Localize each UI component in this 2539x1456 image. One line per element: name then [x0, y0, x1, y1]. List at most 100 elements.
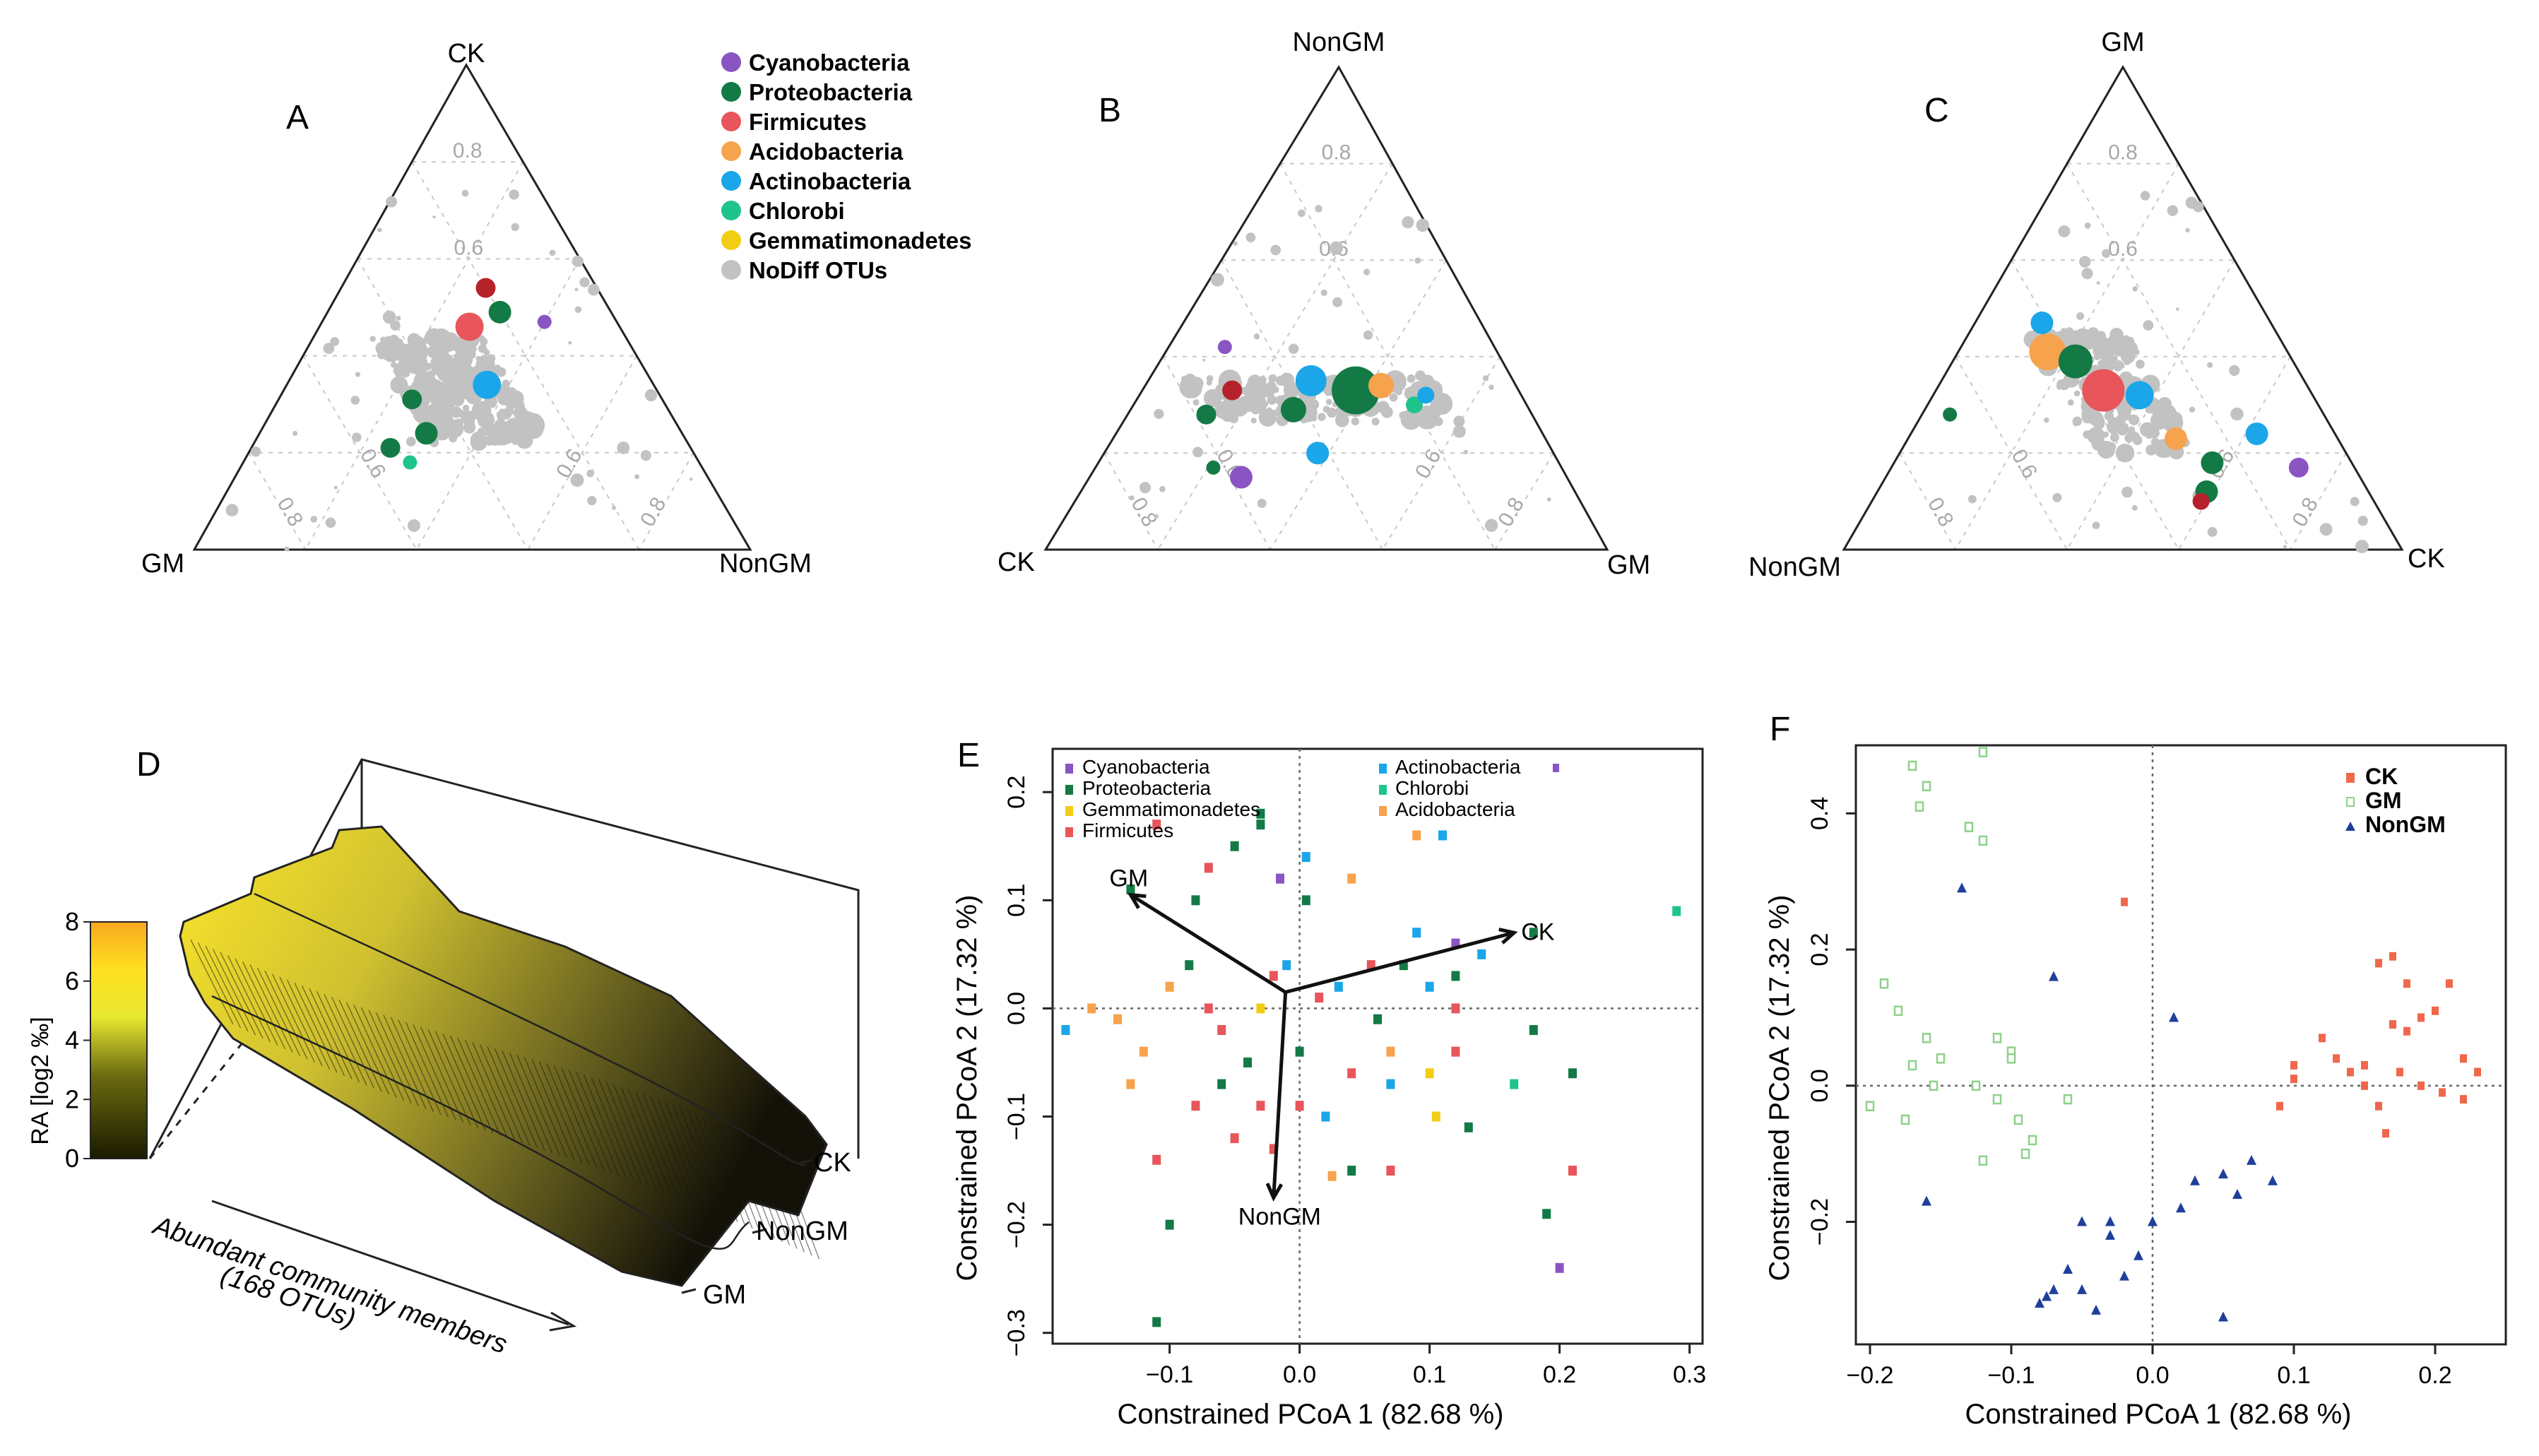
nodiff-point [617, 441, 630, 454]
legend-swatch [1065, 785, 1073, 795]
mesh-line [716, 1121, 761, 1232]
nodiff-point [588, 283, 600, 296]
gridline [527, 355, 638, 550]
gridline [2066, 259, 2235, 550]
otu-marker-proteobacteria [1373, 1014, 1382, 1024]
nodiff-point [432, 215, 436, 219]
legend-swatch [1379, 764, 1387, 774]
otu-point-proteobacteria [1196, 404, 1217, 425]
otu-marker-proteobacteria [1301, 895, 1310, 906]
colorbar-ticks: 0 2 4 6 8 [65, 907, 90, 1173]
nodiff-point [470, 345, 478, 353]
x-axis-arrow [211, 1200, 569, 1326]
otu-point-actinobacteria [1295, 365, 1327, 396]
otu-point-proteobacteria [415, 422, 438, 445]
nodiff-point [310, 516, 318, 523]
panel-c: C 0.80.60.80.80.60.6 GM NonGM CK [1748, 28, 2445, 582]
panel-letter: B [1099, 92, 1121, 129]
nodiff-point [1206, 379, 1212, 386]
nodiff-point [406, 437, 416, 446]
nodiff-point [1298, 209, 1306, 218]
gridline [1899, 452, 1956, 550]
mesh-line [212, 949, 256, 1036]
otu-marker-firmicutes [1295, 1101, 1304, 1111]
otu-point-acidobacteria [2165, 427, 2188, 450]
nodiff-point [2058, 225, 2071, 237]
sample-marker-gm [1907, 760, 1917, 771]
sample-marker-gm [1992, 1033, 2002, 1043]
nodiff-point [2109, 432, 2119, 442]
sample-marker-ck [2396, 1067, 2403, 1077]
mesh-line [256, 967, 301, 1056]
nodiff-point [489, 401, 497, 408]
otu-point-actinobacteria [1417, 386, 1435, 404]
otu-marker-firmicutes [1152, 1154, 1161, 1165]
otu-marker-firmicutes [1204, 863, 1213, 873]
nodiff-point [2357, 515, 2368, 526]
otu-marker-acidobacteria [1126, 1079, 1135, 1089]
legend-swatch [721, 52, 741, 72]
ternary-tick-label: 0.8 [636, 493, 670, 531]
otu-marker-proteobacteria [1568, 1068, 1577, 1079]
otu-point-proteobacteria [1206, 460, 1221, 475]
mesh-line [235, 958, 278, 1046]
otu-marker-proteobacteria [1126, 884, 1135, 895]
mesh-line [472, 1042, 516, 1141]
legend-label: Actinobacteria [1395, 756, 1521, 778]
nodiff-point [2189, 406, 2196, 413]
nodiff-point [1430, 392, 1453, 415]
x-tick-label: 0.2 [2418, 1362, 2451, 1389]
legend-swatch [721, 141, 741, 161]
nodiff-point [611, 505, 616, 510]
gridline [638, 452, 694, 550]
otu-marker-gemmatimonadetes [1431, 1111, 1440, 1122]
sample-marker-ck [2319, 1034, 2326, 1043]
nodiff-point [1318, 413, 1326, 421]
mesh-line [531, 1059, 575, 1161]
sample-marker-nongm [2042, 1291, 2052, 1301]
otu-marker-acidobacteria [1347, 873, 1356, 884]
mesh-line [680, 1107, 723, 1217]
ternary-tick-label: 0.8 [1322, 141, 1351, 165]
nodiff-point [1192, 398, 1200, 406]
nodiff-point [2129, 414, 2140, 426]
otu-point-proteobacteria [488, 300, 511, 324]
nodiff-point [496, 367, 507, 377]
mesh-line [309, 988, 353, 1079]
nodiff-point [579, 277, 590, 288]
legend-swatch [721, 112, 741, 131]
nodiff-point [574, 306, 582, 314]
nodiff-point [1402, 216, 1414, 229]
nodiff-point [1389, 393, 1398, 402]
mesh-line [286, 979, 331, 1070]
otu-marker-firmicutes [1269, 971, 1278, 981]
sample-marker-ck [2389, 1020, 2396, 1029]
otu-marker-firmicutes [1204, 1003, 1213, 1014]
nodiff-point [2084, 222, 2091, 229]
ternary-tick-label: 0.6 [2108, 237, 2138, 261]
nodiff-point [486, 440, 492, 446]
nodiff-point [2229, 365, 2240, 377]
x-axis-label: Constrained PCoA 1 (82.68 %) [1118, 1399, 1504, 1430]
nodiff-point [2175, 307, 2179, 312]
nodiff-point [330, 337, 340, 346]
panel-e: E −0.1 0.0 0.1 0.2 0.3 −0.3 −0.2 −0.1 0.0 0.1 0.2 C… [952, 737, 1706, 1430]
nodiff-point [394, 343, 401, 350]
colorbar-label: RA [log2 ‰] [27, 1017, 54, 1144]
nodiff-point [2132, 435, 2143, 445]
mesh-line [249, 964, 293, 1053]
mesh-line [538, 1061, 583, 1164]
x-tick-label: 0.1 [2277, 1362, 2310, 1389]
mesh-line [546, 1063, 590, 1166]
nodiff-point [2192, 201, 2204, 213]
mesh-line [739, 1130, 783, 1243]
nodiff-point [1279, 372, 1295, 388]
otu-marker-actinobacteria [1477, 949, 1486, 959]
otu-marker-firmicutes [1386, 1166, 1395, 1176]
mesh-line [509, 1053, 553, 1154]
otu-marker-actinobacteria [1061, 1025, 1070, 1036]
legend-swatch [1065, 806, 1073, 816]
legend-label: Gemmatimonadetes [749, 227, 971, 254]
nodiff-point [2127, 430, 2135, 438]
